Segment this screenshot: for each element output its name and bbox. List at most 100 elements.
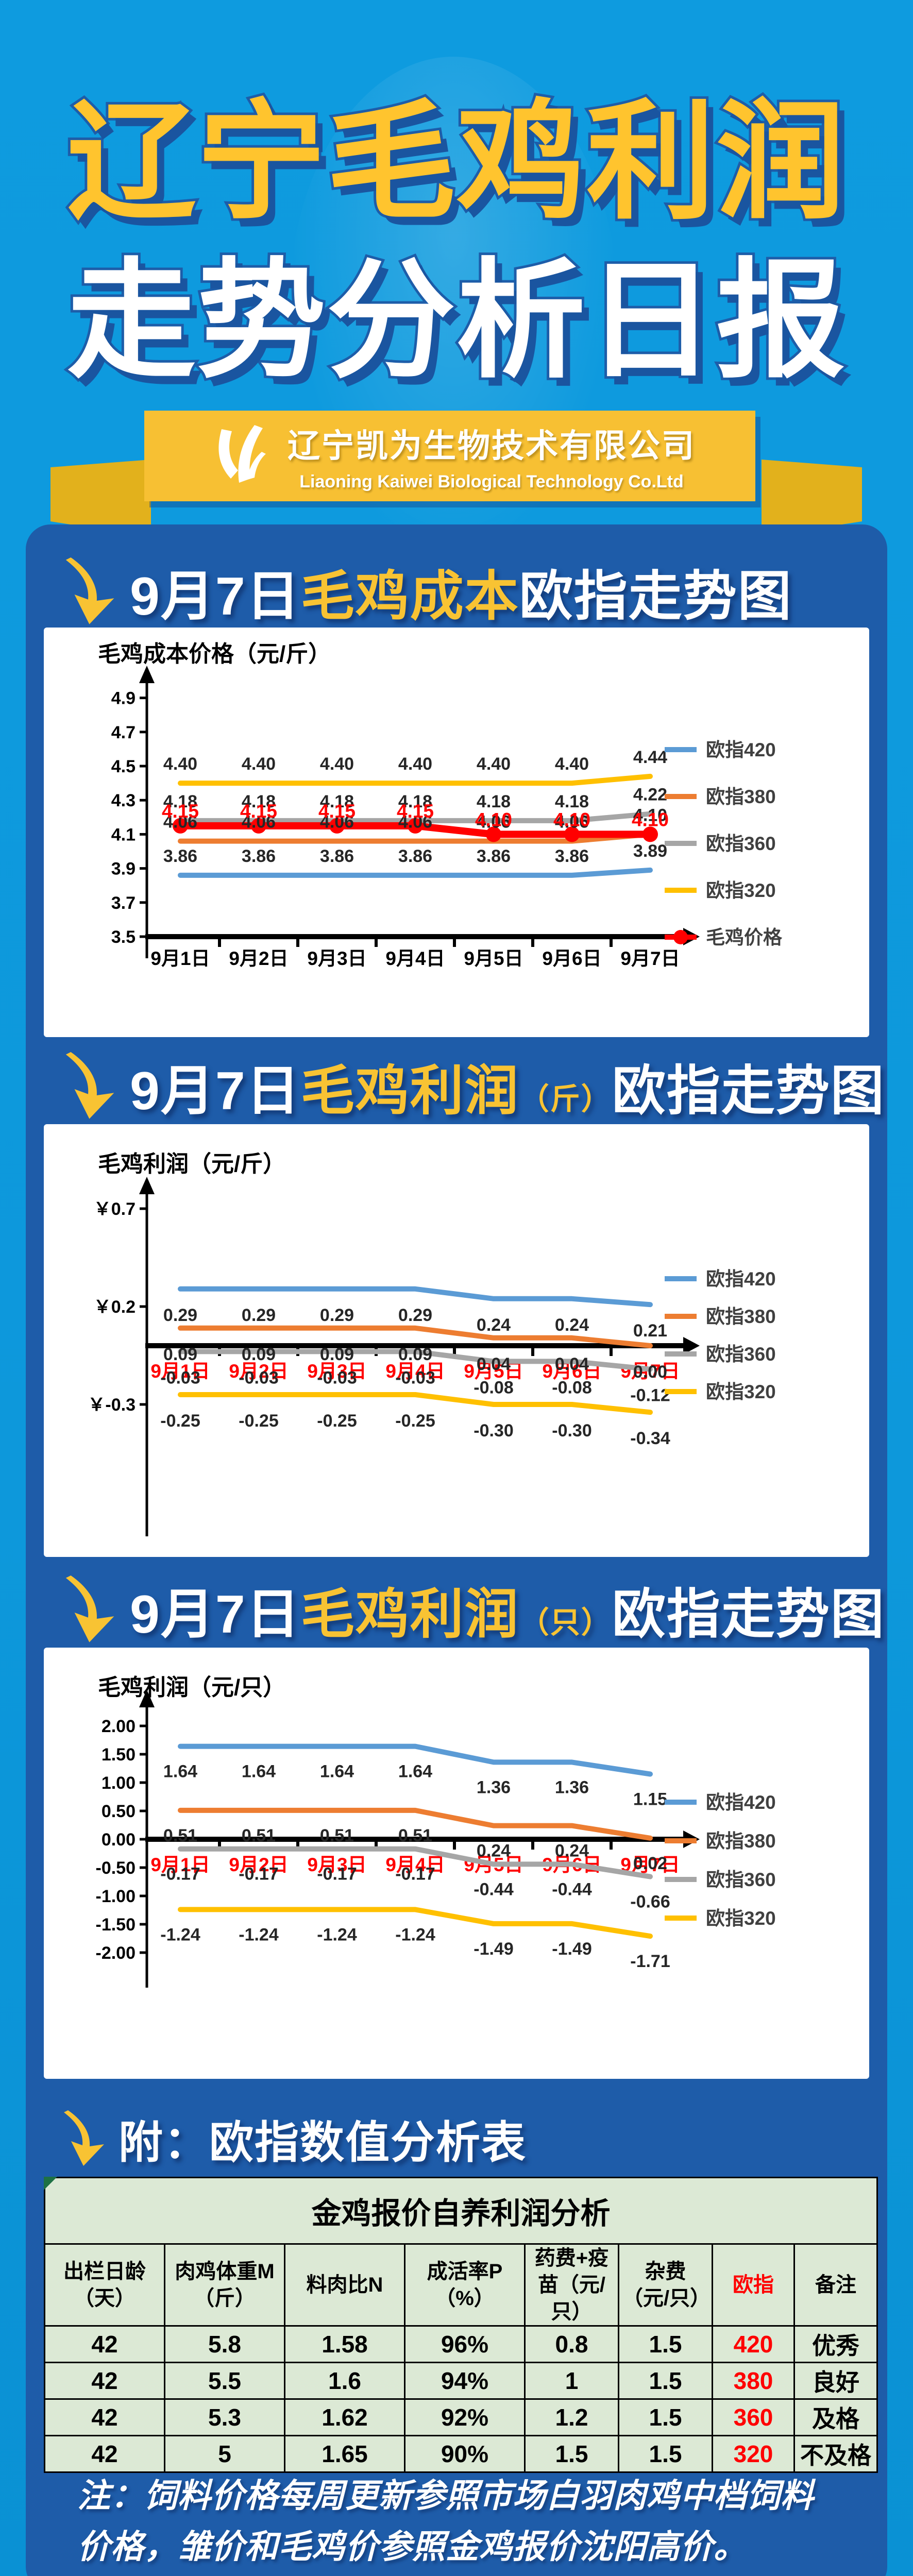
value-label: 4.06 [163, 812, 197, 832]
table-column-header: 杂费（元/只） [618, 2243, 713, 2327]
table-cell: 1 [524, 2362, 619, 2400]
y-tick-label: ￥0.7 [94, 1199, 136, 1219]
y-tick-label: 1.00 [102, 1773, 136, 1793]
table-column-header: 成活率P（%） [404, 2243, 526, 2327]
section-date: 9月7日 [130, 567, 301, 626]
table-cell: 1.5 [618, 2362, 713, 2400]
table-cell: 不及格 [793, 2435, 878, 2473]
analysis-table: 金鸡报价自养利润分析 出栏日龄（天） 肉鸡体重M（斤） 料肉比N 成活率P（%） 药费+… [43, 2177, 878, 2473]
value-label: 0.04 [555, 1354, 589, 1374]
arrow-down-right-icon [65, 557, 114, 624]
value-label: 4.18 [398, 792, 432, 811]
value-label: 4.18 [242, 792, 276, 811]
value-label: -1.24 [239, 1925, 279, 1944]
table-column-header: 欧指 [712, 2243, 795, 2327]
table-cell: 良好 [793, 2362, 878, 2400]
legend-label: 欧指360 [706, 1344, 776, 1365]
value-label: 0.29 [242, 1306, 276, 1325]
value-label: -0.03 [317, 1368, 357, 1387]
value-label: -0.17 [160, 1865, 200, 1884]
section-suffix: 欧指走势图 [612, 1585, 885, 1645]
legend-label: 欧指380 [706, 786, 776, 807]
value-label: 0.51 [242, 1826, 276, 1845]
value-label: 4.10 [553, 809, 590, 830]
value-label: 0.29 [163, 1306, 197, 1325]
series-欧指420 [178, 867, 653, 878]
table-column-header: 料肉比N [284, 2243, 405, 2327]
ribbon-tail-right [762, 460, 862, 537]
x-label: 9月4日 [385, 948, 445, 969]
series-欧指380 [178, 1325, 653, 1348]
value-label: -0.25 [395, 1411, 435, 1431]
y-tick-label: 4.9 [111, 689, 136, 708]
value-label: 0.24 [477, 1841, 511, 1861]
footnote: 注：饲料价格每周更新参照市场白羽肉鸡中档饲料价格，雏价和毛鸡价参照金鸡报价沈阳高… [77, 2477, 814, 2566]
value-label: -0.30 [474, 1421, 514, 1440]
y-tick-label: 0.50 [102, 1802, 136, 1821]
section-title: 9月7日毛鸡利润（只）欧指走势图 [130, 1570, 885, 1648]
legend-label: 欧指380 [706, 1306, 776, 1327]
value-label: -1.71 [630, 1952, 670, 1971]
value-label: 0.21 [633, 1321, 667, 1341]
y-tick-label: 0.00 [102, 1830, 136, 1850]
value-label: -1.24 [395, 1925, 435, 1944]
y-tick-label: 2.00 [102, 1717, 136, 1736]
series-marker [173, 818, 188, 834]
x-label: 9月3日 [307, 1854, 366, 1875]
legend-label: 欧指380 [706, 1831, 776, 1852]
value-label: 3.86 [320, 846, 354, 866]
section-header-table: 附：欧指数值分析表 [57, 2106, 527, 2171]
section-paren: （只） [519, 1606, 612, 1639]
value-label: 4.40 [477, 754, 511, 774]
series-欧指420 [178, 1743, 653, 1777]
table-cell: 42 [44, 2325, 165, 2363]
analysis-table-wrap: 金鸡报价自养利润分析 出栏日龄（天） 肉鸡体重M（斤） 料肉比N 成活率P（%） 药费+… [43, 2177, 878, 2473]
y-tick-label: 3.9 [111, 859, 136, 879]
table-title: 金鸡报价自养利润分析 [43, 2177, 878, 2245]
value-label: -1.49 [552, 1939, 592, 1959]
x-label: 9月1日 [150, 1361, 210, 1382]
series-marker [486, 826, 501, 842]
value-label: 4.06 [242, 812, 276, 832]
value-label: -0.17 [395, 1865, 435, 1884]
value-label: 4.15 [397, 801, 434, 822]
value-label: -0.66 [630, 1892, 670, 1912]
table-cell: 1.5 [618, 2325, 713, 2363]
chart-card-profit-per-bird: 毛鸡利润（元/只） 2.00 1.50 1.00 0.50 0.00 -0.50 -1.00 -… [44, 1648, 869, 2079]
y-tick-label: -0.50 [96, 1858, 136, 1878]
y-tick-label: 4.7 [111, 723, 136, 742]
value-label: 4.06 [398, 812, 432, 832]
value-label: -0.08 [552, 1378, 592, 1397]
y-tick-label: 4.3 [111, 791, 136, 810]
value-label: -0.25 [317, 1411, 357, 1431]
legend-label: 欧指320 [706, 1908, 776, 1929]
table-cell: 92% [404, 2398, 526, 2436]
series-欧指320 [178, 773, 653, 786]
chart-card-profit-per-jin: 毛鸡利润（元/斤） ￥0.7 ￥0.2 ￥-0.3 9月1日 9月2日 9月3日 9月4日 9月… [44, 1124, 869, 1557]
value-label: -0.25 [160, 1411, 200, 1431]
table-cell: 1.5 [524, 2435, 619, 2473]
value-label: 0.09 [398, 1345, 432, 1364]
table-row: 42 5.8 1.58 96% 0.8 1.5 420 优秀 [44, 2325, 878, 2363]
value-label: -0.08 [474, 1378, 514, 1397]
value-label: 4.10 [632, 809, 669, 830]
legend-label: 欧指360 [706, 833, 776, 854]
table-cell: 360 [712, 2398, 795, 2436]
legend-label: 欧指320 [706, 880, 776, 901]
x-label: 9月5日 [464, 948, 523, 969]
chart-title: 毛鸡成本价格（元/斤） [98, 641, 331, 667]
value-label: 0.29 [320, 1306, 354, 1325]
x-label: 9月7日 [620, 948, 680, 969]
legend-label: 欧指420 [706, 739, 776, 760]
table-cell: 380 [712, 2362, 795, 2400]
value-label: 0.09 [320, 1345, 354, 1364]
series-marker [329, 818, 345, 834]
table-header-row: 出栏日龄（天） 肉鸡体重M（斤） 料肉比N 成活率P（%） 药费+疫苗（元/只） 杂费（元… [44, 2243, 878, 2327]
value-label: 1.15 [633, 1790, 667, 1809]
value-label: -0.34 [630, 1429, 670, 1448]
section-header-profit-per-bird: 9月7日毛鸡利润（只）欧指走势图 [57, 1570, 885, 1648]
value-label: -1.49 [474, 1939, 514, 1959]
value-label: 1.36 [477, 1777, 511, 1797]
y-tick-label: 4.5 [111, 757, 136, 776]
table-cell: 1.2 [524, 2398, 619, 2436]
